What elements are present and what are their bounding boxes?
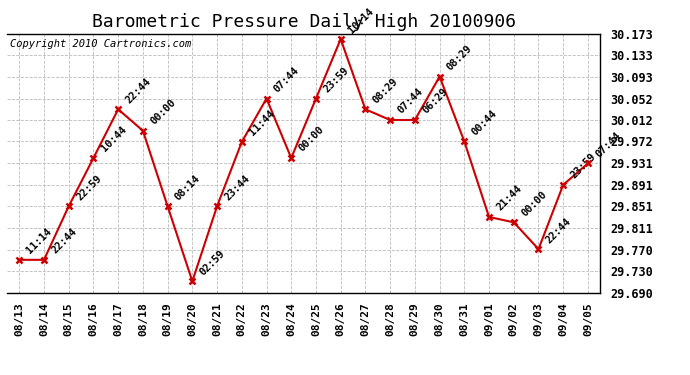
- Text: 02:59: 02:59: [198, 248, 227, 277]
- Text: 22:44: 22:44: [50, 226, 79, 256]
- Text: 22:59: 22:59: [75, 173, 104, 202]
- Text: Copyright 2010 Cartronics.com: Copyright 2010 Cartronics.com: [10, 39, 191, 49]
- Text: 22:44: 22:44: [124, 76, 153, 105]
- Text: 11:44: 11:44: [247, 109, 277, 138]
- Title: Barometric Pressure Daily High 20100906: Barometric Pressure Daily High 20100906: [92, 13, 515, 31]
- Text: 06:29: 06:29: [420, 87, 450, 116]
- Text: 00:00: 00:00: [148, 98, 177, 126]
- Text: 08:29: 08:29: [371, 76, 400, 105]
- Text: 23:44: 23:44: [223, 173, 252, 202]
- Text: 21:44: 21:44: [495, 184, 524, 213]
- Text: 11:14: 11:14: [25, 226, 54, 256]
- Text: 23:59: 23:59: [322, 65, 351, 94]
- Text: 10:14: 10:14: [346, 6, 375, 35]
- Text: 00:00: 00:00: [520, 189, 549, 218]
- Text: 08:29: 08:29: [445, 43, 474, 72]
- Text: 10:44: 10:44: [99, 125, 128, 154]
- Text: 08:14: 08:14: [173, 173, 202, 202]
- Text: 23:59: 23:59: [569, 152, 598, 181]
- Text: 07:44: 07:44: [395, 87, 425, 116]
- Text: 22:44: 22:44: [544, 216, 573, 245]
- Text: 07:44: 07:44: [272, 65, 302, 94]
- Text: 00:00: 00:00: [297, 125, 326, 154]
- Text: 00:44: 00:44: [470, 108, 499, 137]
- Text: 07:44: 07:44: [593, 130, 622, 159]
